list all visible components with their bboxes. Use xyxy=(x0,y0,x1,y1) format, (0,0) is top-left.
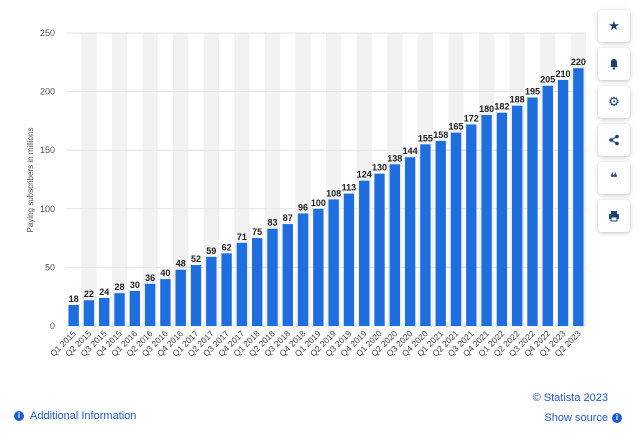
bar[interactable] xyxy=(450,132,462,326)
bar-value-label: 40 xyxy=(160,268,170,278)
bar-value-label: 172 xyxy=(464,113,479,123)
bar[interactable] xyxy=(206,256,217,326)
bar[interactable] xyxy=(573,68,584,326)
bar-value-label: 108 xyxy=(326,188,341,198)
info-icon: i xyxy=(612,413,622,423)
bar-value-label: 124 xyxy=(357,170,372,180)
bar[interactable] xyxy=(68,304,79,326)
bar-value-label: 75 xyxy=(252,227,262,237)
bar[interactable] xyxy=(175,269,186,326)
y-tick-label: 150 xyxy=(40,145,55,155)
bar-value-label: 180 xyxy=(479,104,494,114)
bar[interactable] xyxy=(557,79,569,326)
bar-value-label: 59 xyxy=(206,246,216,256)
bar-value-label: 182 xyxy=(494,102,509,112)
bar[interactable] xyxy=(359,180,370,326)
print-icon[interactable] xyxy=(598,200,630,232)
bar-value-label: 100 xyxy=(311,198,326,208)
bar[interactable] xyxy=(267,228,278,326)
show-source-label: Show source xyxy=(544,412,608,424)
bar-value-label: 24 xyxy=(99,287,109,297)
bar-value-label: 155 xyxy=(418,133,433,143)
bar-value-label: 205 xyxy=(540,75,555,85)
bar[interactable] xyxy=(144,283,156,326)
bar[interactable] xyxy=(328,199,339,326)
column-band xyxy=(81,33,97,326)
gear-icon[interactable]: ⚙ xyxy=(598,86,630,118)
bar-value-label: 87 xyxy=(283,213,293,223)
bar[interactable] xyxy=(343,193,355,326)
bar[interactable] xyxy=(542,85,553,327)
bar-value-label: 96 xyxy=(298,202,308,212)
y-axis-label: Paying subscribers in millions xyxy=(26,128,35,233)
bar[interactable] xyxy=(282,224,293,326)
bar[interactable] xyxy=(466,124,477,326)
bar-value-label: 165 xyxy=(448,122,463,132)
y-tick-label: 200 xyxy=(40,87,55,97)
additional-info-label: Additional Information xyxy=(30,410,137,422)
bar[interactable] xyxy=(190,265,202,326)
bar[interactable] xyxy=(404,157,416,326)
bar[interactable] xyxy=(297,213,309,326)
bar-value-label: 18 xyxy=(69,294,79,304)
bar[interactable] xyxy=(221,253,232,326)
share-icon[interactable] xyxy=(598,124,630,156)
bar-value-label: 144 xyxy=(403,146,418,156)
chart-toolbar: ★ ⚙ ❝ xyxy=(598,10,630,232)
bar[interactable] xyxy=(389,164,401,326)
y-tick-label: 0 xyxy=(50,321,55,331)
bar-value-label: 130 xyxy=(372,163,387,173)
bar-value-label: 48 xyxy=(176,259,186,269)
bar-value-label: 220 xyxy=(571,57,586,67)
bar[interactable] xyxy=(251,238,263,326)
bar-value-label: 52 xyxy=(191,254,201,264)
bar-value-label: 83 xyxy=(267,218,277,228)
bar[interactable] xyxy=(160,279,171,326)
bar-value-label: 22 xyxy=(84,289,94,299)
bar[interactable] xyxy=(99,297,110,326)
bar-value-label: 28 xyxy=(115,282,125,292)
bar-value-label: 158 xyxy=(433,130,448,140)
bar-value-label: 195 xyxy=(525,86,540,96)
bar[interactable] xyxy=(236,242,248,326)
column-band xyxy=(142,33,158,326)
bar[interactable] xyxy=(496,112,508,326)
bar[interactable] xyxy=(511,105,523,326)
bar-value-label: 138 xyxy=(387,153,402,163)
bar-value-label: 210 xyxy=(556,69,571,79)
bar[interactable] xyxy=(129,290,141,326)
bar[interactable] xyxy=(114,293,125,326)
bell-icon[interactable] xyxy=(598,48,630,80)
y-tick-label: 100 xyxy=(40,204,55,214)
bar-value-label: 62 xyxy=(222,242,232,252)
bar[interactable] xyxy=(527,97,538,327)
bar-value-label: 36 xyxy=(145,273,155,283)
bar-value-label: 30 xyxy=(130,280,140,290)
chart: 0 50 100 150 200 250 Paying subscribers in mi… xyxy=(26,28,586,358)
column-band xyxy=(203,33,219,326)
y-tick-label: 50 xyxy=(45,262,55,272)
bar-value-label: 71 xyxy=(237,232,247,242)
copyright-text[interactable]: © Statista 2023 xyxy=(532,392,608,404)
info-icon: i xyxy=(14,411,24,421)
show-source-link[interactable]: Show source i xyxy=(544,412,622,424)
bar[interactable] xyxy=(420,144,431,326)
bar[interactable] xyxy=(83,300,95,326)
y-tick-label: 250 xyxy=(40,28,55,38)
bar-value-label: 113 xyxy=(342,183,357,193)
additional-info-link[interactable]: i Additional Information xyxy=(14,410,136,422)
bar[interactable] xyxy=(481,115,492,326)
star-icon[interactable]: ★ xyxy=(598,10,630,42)
column-band xyxy=(111,33,128,326)
quote-icon[interactable]: ❝ xyxy=(598,162,630,194)
bar[interactable] xyxy=(435,140,446,326)
bar[interactable] xyxy=(313,208,324,326)
column-band xyxy=(173,33,189,326)
bar[interactable] xyxy=(374,173,385,326)
bar-value-label: 188 xyxy=(510,95,525,105)
